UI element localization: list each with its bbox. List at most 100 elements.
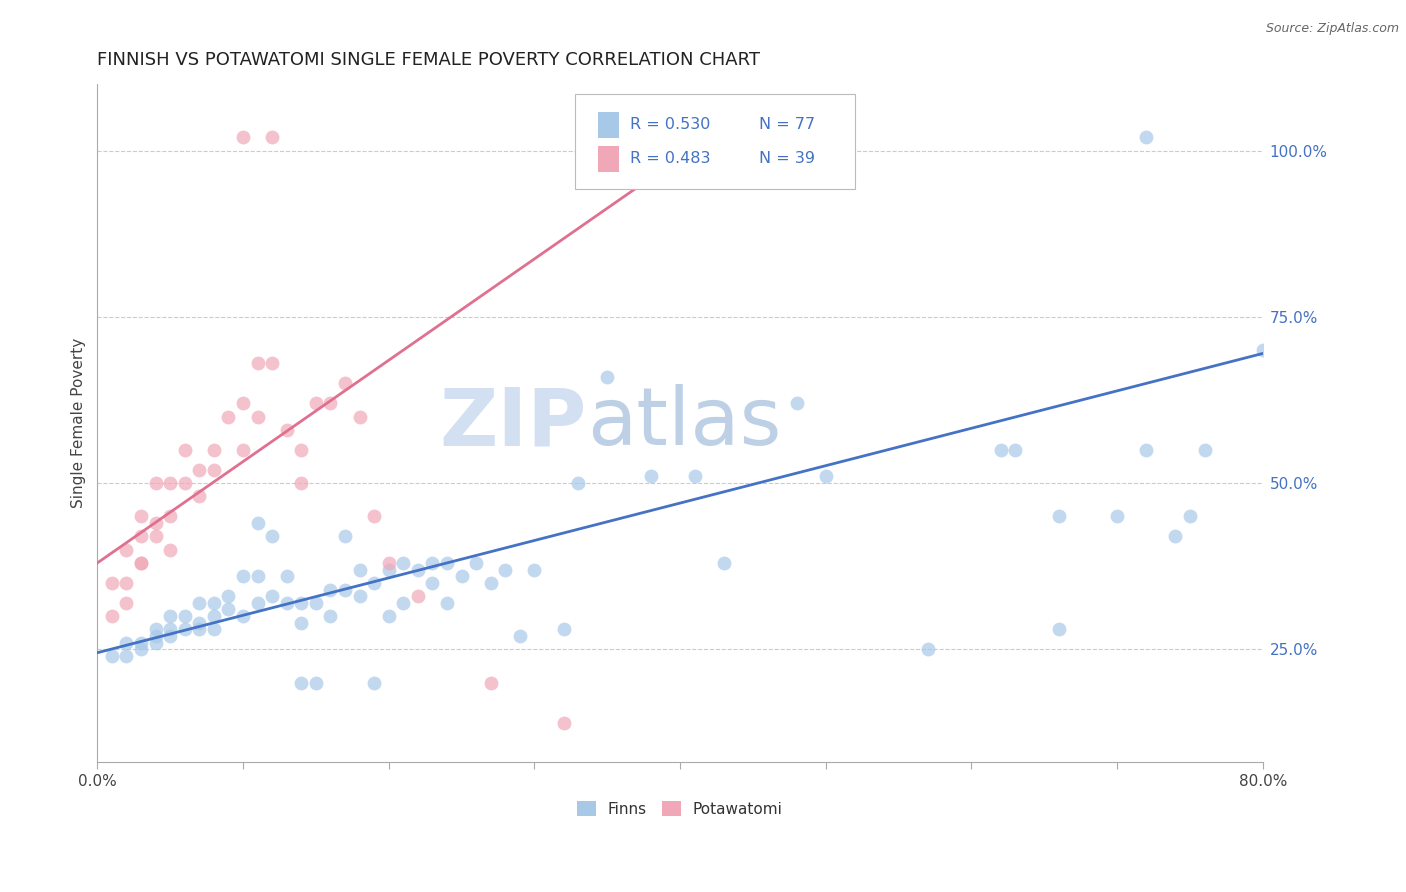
Point <box>640 130 662 145</box>
Point <box>115 542 138 557</box>
Point <box>305 675 328 690</box>
Point <box>129 509 152 524</box>
Point <box>1107 509 1129 524</box>
Text: ZIP: ZIP <box>440 384 586 462</box>
FancyBboxPatch shape <box>599 112 620 137</box>
Point <box>1047 623 1070 637</box>
Point <box>917 642 939 657</box>
Point <box>596 369 619 384</box>
Point <box>145 629 167 643</box>
Point <box>217 589 239 603</box>
Point <box>232 442 254 457</box>
Point <box>159 629 181 643</box>
Text: atlas: atlas <box>586 384 782 462</box>
Point <box>129 642 152 657</box>
Legend: Finns, Potawatomi: Finns, Potawatomi <box>571 795 789 822</box>
Point <box>786 396 808 410</box>
Point <box>349 589 371 603</box>
Point <box>377 609 399 624</box>
Point <box>1194 442 1216 457</box>
Point <box>159 476 181 491</box>
Point <box>1135 442 1157 457</box>
Point <box>509 629 531 643</box>
Point <box>246 356 269 370</box>
Point <box>232 569 254 583</box>
Point <box>188 596 211 610</box>
Text: R = 0.483: R = 0.483 <box>630 152 710 166</box>
Point <box>363 509 385 524</box>
Point <box>173 442 195 457</box>
Point <box>188 463 211 477</box>
Point <box>101 648 124 663</box>
Point <box>129 636 152 650</box>
Point <box>363 575 385 590</box>
Point <box>262 356 284 370</box>
Point <box>290 442 312 457</box>
Point <box>202 609 225 624</box>
Point <box>232 130 254 145</box>
Point <box>567 476 589 491</box>
Point <box>101 609 124 624</box>
Point <box>290 675 312 690</box>
Point <box>145 529 167 543</box>
Point <box>129 556 152 570</box>
Point <box>145 636 167 650</box>
Point <box>436 556 458 570</box>
Point <box>553 715 575 730</box>
Point <box>990 442 1012 457</box>
Point <box>305 596 328 610</box>
Point <box>814 469 837 483</box>
Point <box>145 516 167 530</box>
Point <box>523 563 546 577</box>
Point <box>159 609 181 624</box>
Point <box>553 623 575 637</box>
Point <box>188 623 211 637</box>
Point <box>262 589 284 603</box>
Point <box>377 556 399 570</box>
Point <box>276 569 298 583</box>
Point <box>188 490 211 504</box>
Text: R = 0.530: R = 0.530 <box>630 118 710 132</box>
Point <box>640 469 662 483</box>
Point <box>232 609 254 624</box>
Point <box>494 563 516 577</box>
Point <box>246 569 269 583</box>
Point <box>1178 509 1201 524</box>
Point <box>713 556 735 570</box>
Point <box>262 529 284 543</box>
Point <box>232 396 254 410</box>
Point <box>115 648 138 663</box>
Point <box>276 596 298 610</box>
Text: FINNISH VS POTAWATOMI SINGLE FEMALE POVERTY CORRELATION CHART: FINNISH VS POTAWATOMI SINGLE FEMALE POVE… <box>97 51 761 69</box>
Point <box>129 556 152 570</box>
Point <box>1164 529 1187 543</box>
Point <box>159 509 181 524</box>
Point <box>465 556 488 570</box>
Point <box>479 575 502 590</box>
Point <box>115 575 138 590</box>
Point <box>319 609 342 624</box>
Point <box>377 563 399 577</box>
Point <box>290 596 312 610</box>
Point <box>217 409 239 424</box>
Point <box>246 596 269 610</box>
Point <box>1047 509 1070 524</box>
Point <box>159 542 181 557</box>
Point <box>173 476 195 491</box>
Point <box>202 596 225 610</box>
Point <box>173 609 195 624</box>
Point <box>406 563 429 577</box>
Point <box>363 675 385 690</box>
Point <box>290 615 312 630</box>
Text: Source: ZipAtlas.com: Source: ZipAtlas.com <box>1265 22 1399 36</box>
Point <box>349 409 371 424</box>
Point <box>262 130 284 145</box>
Point <box>333 529 356 543</box>
Text: N = 77: N = 77 <box>759 118 815 132</box>
Point <box>246 516 269 530</box>
Point <box>392 596 415 610</box>
Point <box>290 476 312 491</box>
Point <box>392 556 415 570</box>
Point <box>202 623 225 637</box>
Point <box>333 582 356 597</box>
